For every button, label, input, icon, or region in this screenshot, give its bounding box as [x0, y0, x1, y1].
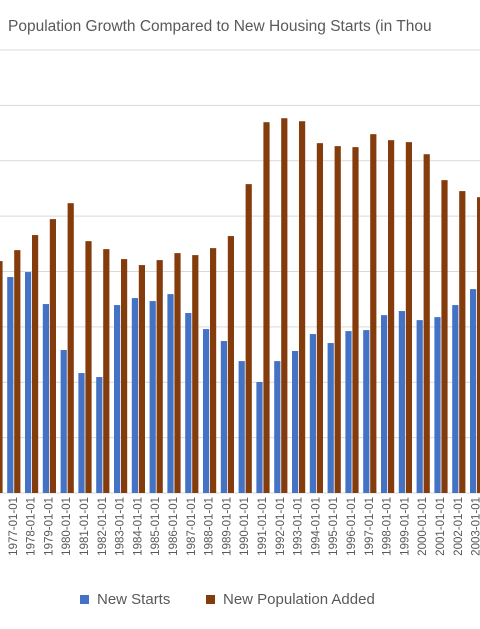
bar	[398, 311, 405, 493]
legend-label: New Population Added	[223, 591, 375, 608]
bar	[370, 134, 377, 494]
x-tick-label: 1994-01-01	[310, 497, 322, 556]
x-tick-label: 2002-01-01	[453, 497, 465, 556]
bar	[156, 260, 163, 493]
bar	[7, 277, 14, 493]
x-tick-label: 1997-01-01	[364, 497, 376, 556]
bar	[174, 253, 181, 493]
bar	[210, 248, 217, 493]
x-tick-label: 2000-01-01	[417, 497, 429, 556]
bar	[103, 249, 110, 493]
legend-swatch	[80, 595, 89, 604]
legend-swatch	[206, 595, 215, 604]
bar	[274, 361, 281, 493]
bar	[299, 121, 306, 493]
bar	[316, 143, 323, 493]
bar	[227, 236, 234, 493]
x-tick-label: 1985-01-01	[150, 497, 162, 556]
bar	[256, 382, 263, 493]
bar	[388, 140, 395, 493]
bar	[327, 343, 334, 493]
x-tick-label: 1983-01-01	[115, 497, 127, 556]
bar	[42, 304, 49, 493]
x-tick-label: 1982-01-01	[97, 497, 109, 556]
x-tick-label: 1976-01-01	[0, 497, 2, 556]
bar	[292, 351, 299, 493]
bar	[131, 298, 138, 493]
x-tick-label: 1995-01-01	[328, 497, 340, 556]
bar	[32, 235, 39, 494]
bar	[459, 191, 466, 493]
bar	[352, 147, 359, 493]
bar	[78, 373, 85, 493]
bar	[49, 219, 56, 494]
x-tick-label: 1993-01-01	[293, 497, 305, 556]
bar	[334, 146, 341, 494]
bar	[60, 350, 67, 493]
bar	[14, 250, 21, 493]
bar	[281, 118, 288, 494]
bar	[203, 329, 210, 493]
bar	[245, 184, 252, 493]
bar	[477, 197, 480, 493]
bar	[25, 272, 32, 493]
bar	[185, 313, 192, 493]
bar	[238, 361, 245, 493]
bar	[309, 334, 316, 493]
bar	[434, 317, 441, 493]
x-tick-label: 1988-01-01	[204, 497, 216, 556]
x-tick-label: 1977-01-01	[8, 497, 20, 556]
bar	[114, 305, 121, 493]
bar	[149, 301, 156, 493]
bar	[423, 154, 430, 493]
x-tick-label: 1998-01-01	[382, 497, 394, 556]
legend-label: New Starts	[97, 591, 170, 608]
x-tick-label: 1989-01-01	[221, 497, 233, 556]
x-tick-label: 1992-01-01	[275, 497, 287, 556]
chart-title: Population Growth Compared to New Housin…	[8, 18, 432, 35]
x-tick-label: 1980-01-01	[61, 497, 73, 556]
bar	[192, 255, 199, 493]
bar	[138, 265, 145, 493]
x-tick-label: 1986-01-01	[168, 497, 180, 556]
bar	[405, 142, 412, 494]
bar	[381, 315, 388, 493]
bar	[121, 259, 128, 493]
bar	[220, 341, 227, 493]
x-tick-label: 1996-01-01	[346, 497, 358, 556]
x-tick-label: 2003-01-01	[471, 497, 480, 556]
bar	[67, 203, 74, 494]
x-tick-label: 1979-01-01	[43, 497, 55, 556]
x-tick-label: 1981-01-01	[79, 497, 91, 556]
bar	[441, 180, 448, 493]
bar	[345, 331, 352, 493]
bar	[416, 320, 423, 493]
x-tick-label: 1990-01-01	[239, 497, 251, 556]
bar	[167, 294, 174, 493]
bar	[452, 305, 459, 493]
bar	[96, 377, 103, 493]
bar	[263, 122, 270, 494]
x-tick-label: 2001-01-01	[435, 497, 447, 556]
x-tick-label: 1987-01-01	[186, 497, 198, 556]
x-tick-label: 1999-01-01	[399, 497, 411, 556]
bar	[0, 261, 3, 493]
x-tick-label: 1984-01-01	[132, 497, 144, 556]
bar	[85, 241, 92, 493]
x-tick-label: 1991-01-01	[257, 497, 269, 556]
x-tick-label: 1978-01-01	[26, 497, 38, 556]
bar	[470, 289, 477, 493]
bar	[363, 330, 370, 493]
